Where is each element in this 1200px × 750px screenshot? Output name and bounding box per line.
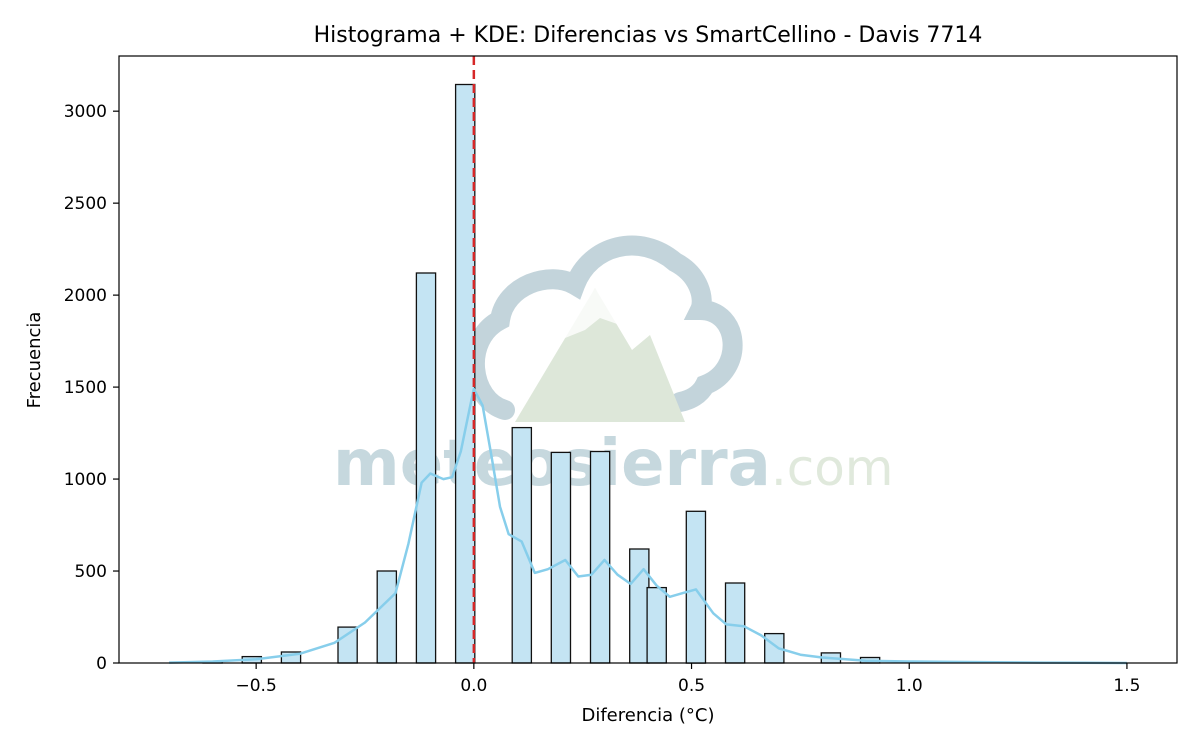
y-tick-label-5: 2500 xyxy=(64,194,107,214)
y-axis-ticks: 0 500 1000 1500 2000 2500 3000 xyxy=(64,102,119,674)
x-tick-label-0: −0.5 xyxy=(236,676,277,696)
histogram-bar-9 xyxy=(589,450,611,664)
y-tick-label-0: 0 xyxy=(96,654,107,674)
histogram-bar-4 xyxy=(376,570,398,664)
y-tick-label-1: 500 xyxy=(75,562,107,582)
y-axis-label: Frecuencia xyxy=(24,312,45,409)
x-tick-label-4: 1.5 xyxy=(1113,676,1140,696)
histogram-bar-7 xyxy=(511,426,533,664)
histogram-bar-11 xyxy=(646,586,667,664)
watermark-mountain-icon xyxy=(515,288,685,422)
watermark-cloud-icon xyxy=(465,235,743,420)
histogram-bar-13 xyxy=(724,582,746,664)
x-tick-label-1: 0.0 xyxy=(460,676,487,696)
y-tick-label-3: 1500 xyxy=(64,378,107,398)
x-tick-label-3: 1.0 xyxy=(896,676,923,696)
y-tick-label-4: 2000 xyxy=(64,286,107,306)
plot-frame xyxy=(118,55,1178,664)
kde-curve xyxy=(169,387,1127,665)
x-tick-label-2: 0.5 xyxy=(678,676,705,696)
watermark-text-suffix: .com xyxy=(771,439,894,497)
chart-title: Histograma + KDE: Diferencias vs SmartCe… xyxy=(314,23,983,48)
histogram-bar-6 xyxy=(454,83,476,664)
histogram-bar-5 xyxy=(415,272,437,664)
histogram-bar-8 xyxy=(550,451,572,664)
watermark-mountain-peak-icon xyxy=(560,288,620,340)
histogram-bar-10 xyxy=(629,548,650,664)
y-tick-label-6: 3000 xyxy=(64,102,107,122)
x-axis-label: Diferencia (°C) xyxy=(581,705,714,726)
y-tick-label-2: 1000 xyxy=(64,470,107,490)
histogram-bars xyxy=(202,83,881,664)
x-axis-ticks: −0.5 0.0 0.5 1.0 1.5 xyxy=(236,663,1140,696)
histogram-bar-3 xyxy=(337,626,358,664)
histogram-bar-12 xyxy=(685,510,707,664)
